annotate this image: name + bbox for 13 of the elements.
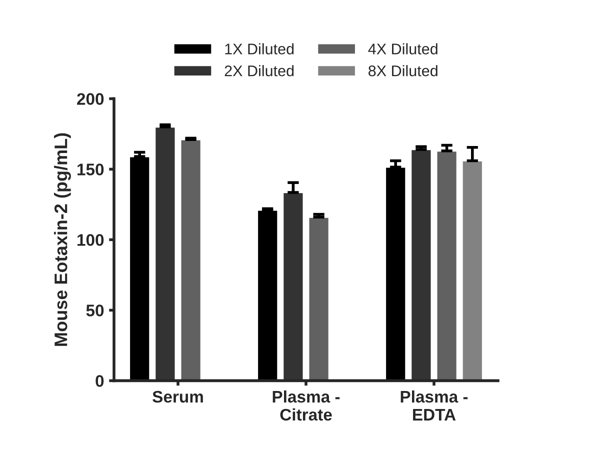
legend-label: 4X Diluted <box>368 43 438 54</box>
y-tick-label: 200 <box>77 93 104 105</box>
y-tick-label: 100 <box>78 234 104 246</box>
y-tick-label: 0 <box>96 375 104 387</box>
legend-label: 8X Diluted <box>368 65 438 76</box>
y-tick-label: 150 <box>78 164 104 176</box>
legend-label: 2X Diluted <box>224 65 294 76</box>
x-tick-label: Serum <box>152 390 203 403</box>
x-tick-label: Plasma - Citrate <box>272 390 340 421</box>
x-tick-label: Plasma - EDTA <box>400 390 468 420</box>
legend-label: 1X Diluted <box>225 43 294 54</box>
y-axis-title: Mouse Eotaxin-2 (pg/mL) <box>54 133 71 346</box>
y-tick-label: 50 <box>86 304 104 316</box>
